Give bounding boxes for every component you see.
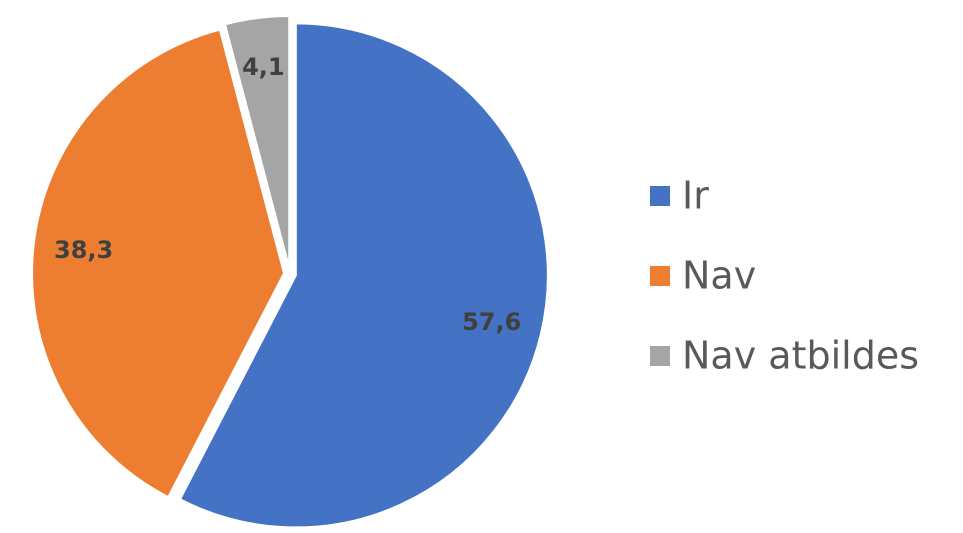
data-label: 4,1 bbox=[242, 53, 285, 81]
legend-swatch bbox=[650, 186, 670, 206]
legend-swatch bbox=[650, 266, 670, 286]
legend-label: Ir bbox=[682, 174, 709, 218]
legend-label: Nav atbildes bbox=[682, 334, 919, 378]
data-label: 38,3 bbox=[54, 236, 113, 264]
legend-label: Nav bbox=[682, 254, 756, 298]
pie-slice bbox=[178, 22, 549, 529]
pie-slice bbox=[223, 15, 291, 269]
legend-swatch bbox=[650, 346, 670, 366]
data-label: 57,6 bbox=[462, 308, 521, 336]
pie-slice bbox=[31, 28, 286, 499]
